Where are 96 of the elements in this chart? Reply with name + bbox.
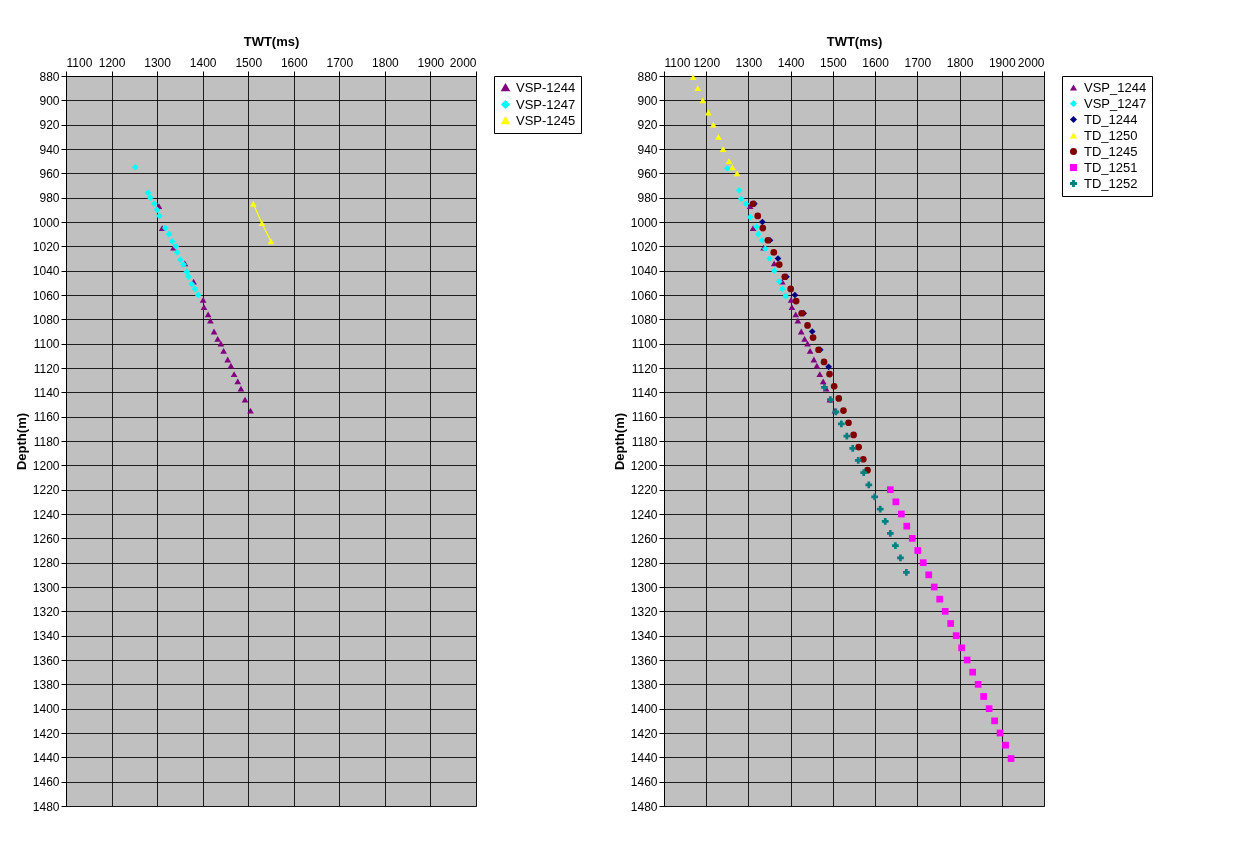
y-tick-label: 960 bbox=[637, 166, 658, 181]
y-tick-label: 1040 bbox=[630, 264, 658, 279]
y-tick-label: 1200 bbox=[32, 458, 60, 473]
x-axis-title: TWT(ms) bbox=[243, 33, 300, 49]
x-tick-label: 1400 bbox=[189, 55, 217, 70]
y-tick-label: 1200 bbox=[630, 458, 658, 473]
y-tick-label: 1160 bbox=[631, 410, 658, 425]
y-tick-label: 1260 bbox=[630, 531, 658, 546]
y-tick-label: 940 bbox=[637, 142, 658, 157]
y-tick-label: 1060 bbox=[32, 288, 60, 303]
y-tick-label: 1480 bbox=[32, 799, 60, 814]
y-tick-label: 1120 bbox=[631, 361, 658, 376]
legend-label: VSP_1244 bbox=[1084, 79, 1147, 95]
x-tick-label: 1200 bbox=[98, 55, 126, 70]
y-tick-label: 1100 bbox=[631, 337, 658, 352]
legend-label: VSP-1247 bbox=[516, 96, 576, 112]
y-tick-label: 1480 bbox=[630, 799, 658, 814]
y-tick-label: 1300 bbox=[630, 580, 658, 595]
y-tick-label: 1400 bbox=[630, 702, 658, 717]
legend-label: VSP-1245 bbox=[516, 112, 576, 128]
y-tick-label: 1460 bbox=[630, 775, 658, 790]
x-tick-label: 1600 bbox=[862, 55, 890, 70]
legend-label: VSP-1244 bbox=[516, 79, 576, 95]
x-tick-label: 1300 bbox=[144, 55, 172, 70]
y-tick-label: 1180 bbox=[33, 434, 60, 449]
y-tick-label: 1420 bbox=[630, 726, 658, 741]
y-tick-label: 1380 bbox=[630, 677, 658, 692]
y-tick-label: 1440 bbox=[32, 750, 60, 765]
y-tick-label: 1320 bbox=[32, 604, 60, 619]
y-tick-label: 1420 bbox=[32, 726, 60, 741]
y-tick-label: 1080 bbox=[630, 312, 658, 327]
y-tick-label: 1220 bbox=[32, 483, 60, 498]
x-tick-label: 1700 bbox=[326, 55, 354, 70]
y-tick-label: 1280 bbox=[630, 556, 658, 571]
legend-label: TD_1250 bbox=[1084, 127, 1138, 143]
legend-label: TD_1244 bbox=[1084, 111, 1138, 127]
y-tick-label: 1360 bbox=[32, 653, 60, 668]
x-tick-label: 1300 bbox=[735, 55, 763, 70]
x-tick-label: 1600 bbox=[280, 55, 308, 70]
x-tick-label: 1900 bbox=[988, 55, 1016, 70]
x-tick-label: 1100 bbox=[66, 55, 93, 70]
y-axis-title: Depth(m) bbox=[611, 412, 627, 471]
y-tick-label: 1260 bbox=[32, 531, 60, 546]
x-tick-label: 1800 bbox=[372, 55, 400, 70]
y-tick-label: 1000 bbox=[630, 215, 658, 230]
y-tick-label: 1320 bbox=[630, 604, 658, 619]
y-tick-label: 1140 bbox=[631, 385, 658, 400]
y-tick-label: 1300 bbox=[32, 580, 60, 595]
y-tick-label: 1460 bbox=[32, 775, 60, 790]
y-tick-label: 1440 bbox=[630, 750, 658, 765]
y-tick-label: 1280 bbox=[32, 556, 60, 571]
x-tick-label: 1500 bbox=[235, 55, 263, 70]
y-tick-label: 1240 bbox=[630, 507, 658, 522]
y-tick-label: 1140 bbox=[33, 385, 60, 400]
x-tick-label: 1500 bbox=[820, 55, 848, 70]
y-tick-label: 1080 bbox=[32, 312, 60, 327]
legend-label: TD_1245 bbox=[1084, 143, 1138, 159]
y-tick-label: 960 bbox=[39, 166, 60, 181]
y-tick-label: 1000 bbox=[32, 215, 60, 230]
y-tick-label: 1380 bbox=[32, 677, 60, 692]
y-tick-label: 1020 bbox=[32, 239, 60, 254]
y-tick-label: 1360 bbox=[630, 653, 658, 668]
y-tick-label: 1220 bbox=[630, 483, 658, 498]
x-tick-label: 1700 bbox=[904, 55, 932, 70]
y-tick-label: 1400 bbox=[32, 702, 60, 717]
y-tick-label: 1120 bbox=[33, 361, 60, 376]
y-tick-label: 1340 bbox=[32, 629, 60, 644]
y-tick-label: 920 bbox=[39, 118, 60, 133]
x-axis-title: TWT(ms) bbox=[826, 33, 883, 49]
y-tick-label: 940 bbox=[39, 142, 60, 157]
y-tick-label: 980 bbox=[39, 191, 60, 206]
y-tick-label: 1100 bbox=[33, 337, 60, 352]
y-tick-label: 1180 bbox=[631, 434, 658, 449]
x-tick-label: 1800 bbox=[946, 55, 974, 70]
y-tick-label: 1040 bbox=[32, 264, 60, 279]
y-tick-label: 1020 bbox=[630, 239, 658, 254]
y-axis-title: Depth(m) bbox=[13, 412, 29, 471]
legend-label: VSP_1247 bbox=[1084, 95, 1147, 111]
y-tick-label: 920 bbox=[637, 118, 658, 133]
y-tick-label: 880 bbox=[637, 69, 658, 84]
x-tick-label: 1400 bbox=[777, 55, 805, 70]
y-tick-label: 900 bbox=[637, 93, 658, 108]
y-tick-label: 900 bbox=[39, 93, 60, 108]
y-tick-label: 980 bbox=[637, 191, 658, 206]
y-tick-label: 1160 bbox=[33, 410, 60, 425]
x-tick-label: 2000 bbox=[1017, 55, 1045, 70]
legend-label: TD_1252 bbox=[1084, 175, 1138, 191]
y-tick-label: 1340 bbox=[630, 629, 658, 644]
y-tick-label: 1240 bbox=[32, 507, 60, 522]
y-tick-label: 1060 bbox=[630, 288, 658, 303]
x-tick-label: 2000 bbox=[449, 55, 477, 70]
legend-label: TD_1251 bbox=[1084, 159, 1138, 175]
x-tick-label: 1200 bbox=[693, 55, 721, 70]
x-tick-label: 1100 bbox=[664, 55, 691, 70]
y-tick-label: 880 bbox=[39, 69, 60, 84]
x-tick-label: 1900 bbox=[417, 55, 445, 70]
